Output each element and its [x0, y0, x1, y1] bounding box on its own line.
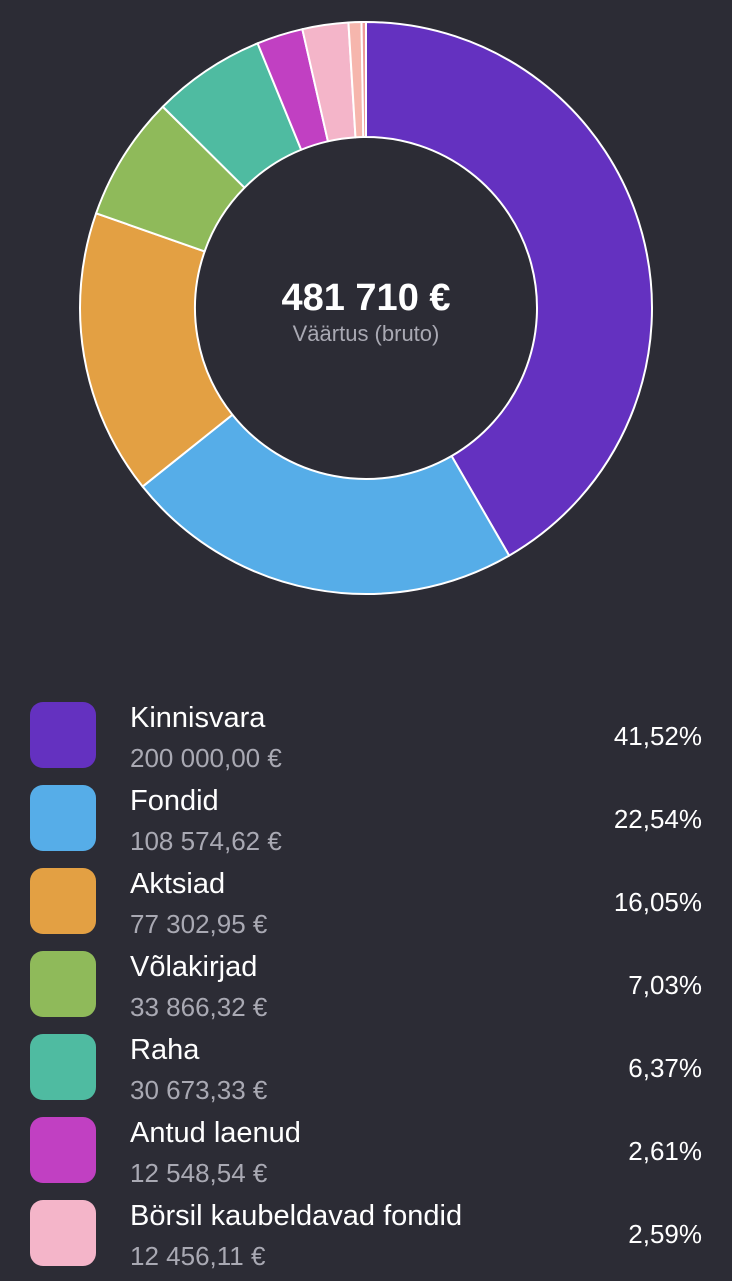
legend-item[interactable]: Raha 30 673,33 € 6,37%	[0, 1032, 732, 1115]
legend-item-label: Kinnisvara	[130, 702, 266, 734]
legend-swatch	[30, 1117, 96, 1183]
total-value: 481 710 €	[281, 277, 450, 319]
legend-item[interactable]: Börsil kaubeldavad fondid 12 456,11 € 2,…	[0, 1198, 732, 1281]
legend-item-value: 30 673,33 €	[130, 1075, 268, 1105]
legend-item-percent: 16,05%	[613, 887, 702, 917]
donut-slice-1[interactable]	[365, 21, 653, 557]
legend-item-value: 12 456,11 €	[130, 1241, 266, 1271]
legend-swatch	[30, 702, 96, 768]
donut-slices	[79, 21, 653, 595]
legend-item[interactable]: Kinnisvara 200 000,00 € 41,52%	[0, 700, 732, 783]
legend-item-value: 200 000,00 €	[130, 743, 282, 773]
legend-item-label: Antud laenud	[130, 1117, 301, 1149]
legend-swatch	[30, 785, 96, 851]
legend-item-value: 77 302,95 €	[130, 909, 268, 939]
legend-item-percent: 41,52%	[613, 721, 702, 751]
total-value-label: Väärtus (bruto)	[293, 321, 440, 346]
donut-chart: 481 710 € Väärtus (bruto)	[79, 21, 653, 595]
donut-slice-3[interactable]	[79, 212, 234, 488]
legend-item-label: Börsil kaubeldavad fondid	[130, 1200, 463, 1232]
chart-legend: Kinnisvara 200 000,00 € 41,52% Fondid 10…	[0, 700, 732, 1281]
legend-swatch	[30, 1200, 96, 1266]
legend-item-label: Võlakirjad	[130, 951, 258, 983]
legend-item-label: Aktsiad	[130, 868, 226, 900]
legend-item-percent: 6,37%	[628, 1053, 702, 1083]
legend-swatch	[30, 868, 96, 934]
legend-item-value: 33 866,32 €	[130, 992, 268, 1022]
legend-item-value: 108 574,62 €	[130, 826, 282, 856]
legend-item-value: 12 548,54 €	[130, 1158, 268, 1188]
legend-item[interactable]: Võlakirjad 33 866,32 € 7,03%	[0, 949, 732, 1032]
legend-item-label: Raha	[130, 1034, 200, 1066]
legend-item-percent: 7,03%	[628, 970, 702, 1000]
legend-item-percent: 22,54%	[613, 804, 702, 834]
donut-slice-9[interactable]	[360, 21, 367, 139]
legend-item-label: Fondid	[130, 785, 219, 817]
legend-item[interactable]: Aktsiad 77 302,95 € 16,05%	[0, 866, 732, 949]
legend-item-percent: 2,59%	[628, 1219, 702, 1249]
legend-item[interactable]: Fondid 108 574,62 € 22,54%	[0, 783, 732, 866]
legend-item-percent: 2,61%	[628, 1136, 702, 1166]
legend-swatch	[30, 951, 96, 1017]
donut-slice-2[interactable]	[141, 413, 511, 595]
legend-swatch	[30, 1034, 96, 1100]
legend-item[interactable]: Antud laenud 12 548,54 € 2,61%	[0, 1115, 732, 1198]
